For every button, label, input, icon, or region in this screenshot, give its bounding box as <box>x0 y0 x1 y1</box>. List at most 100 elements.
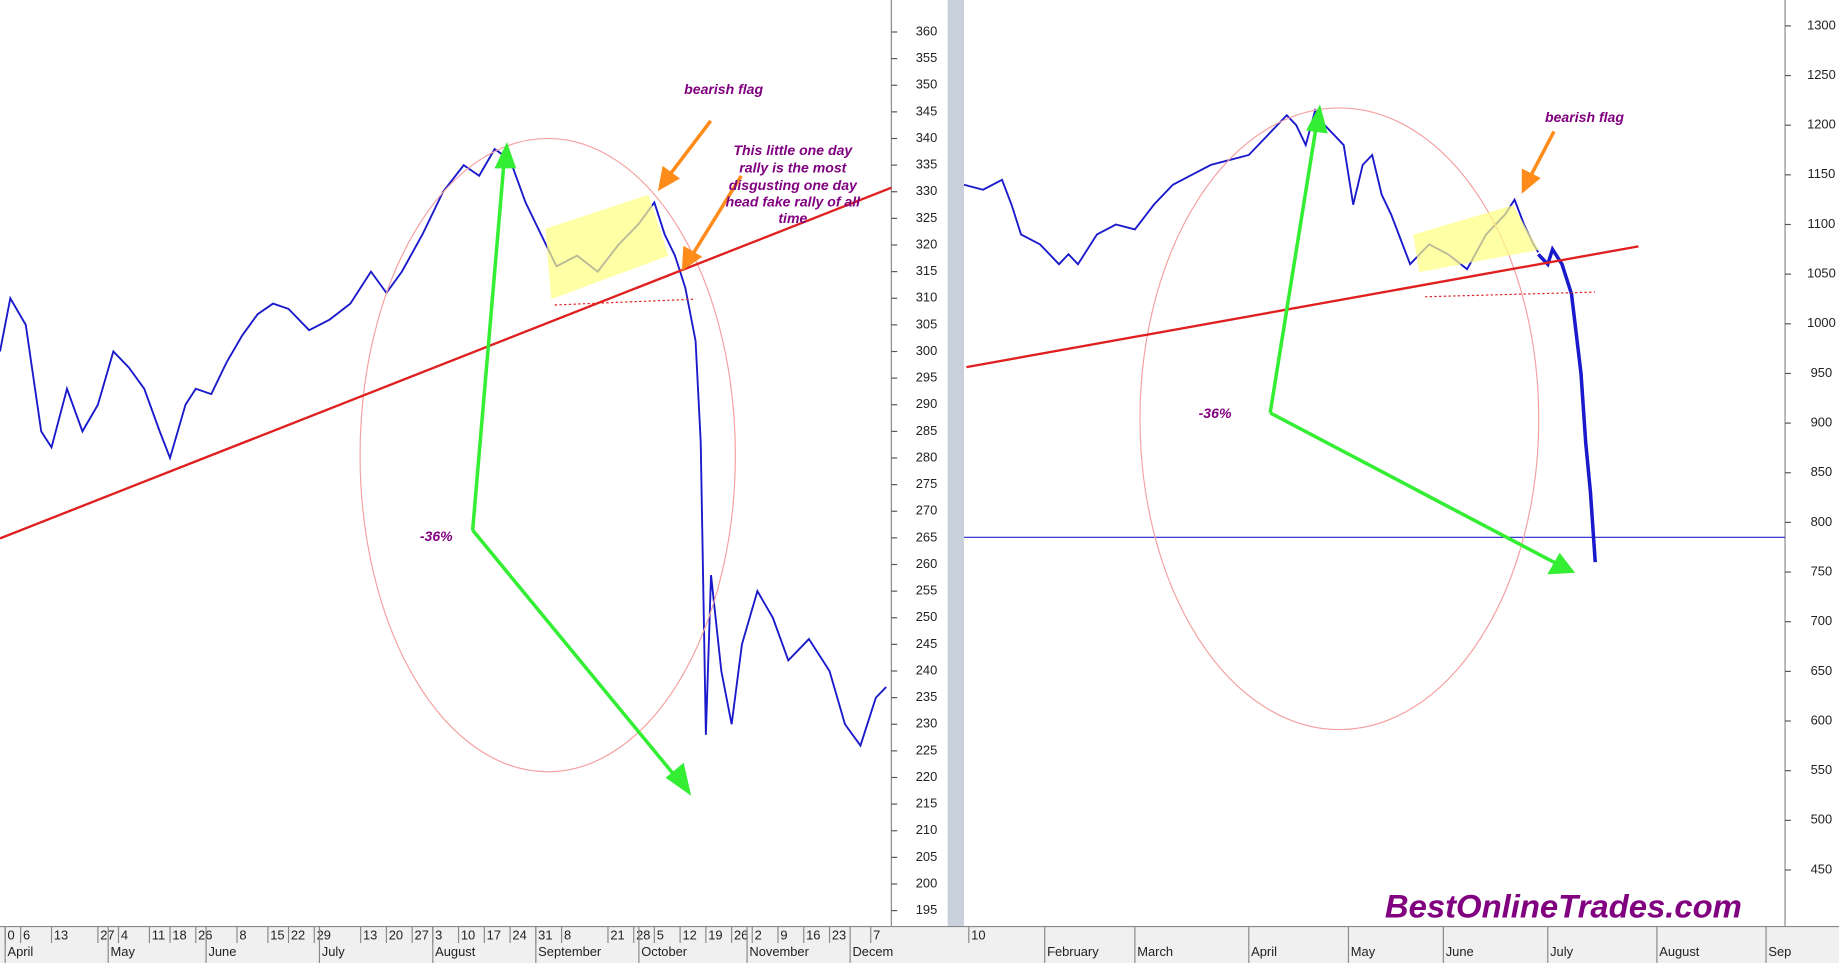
y-tick-label: 325 <box>916 210 938 225</box>
arrows <box>470 142 692 796</box>
x-tick-label: 12 <box>682 927 696 942</box>
watermark: BestOnlineTrades.com <box>1385 888 1742 925</box>
y-tick-label: 220 <box>916 769 938 784</box>
y-tick-label: 1050 <box>1807 266 1836 281</box>
x-tick-label: 27 <box>415 927 429 942</box>
month-label: July <box>1550 944 1573 959</box>
month-label: August <box>435 944 476 959</box>
x-tick-label: 27 <box>100 927 114 942</box>
annotation: -36% <box>1199 405 1232 421</box>
y-tick-label: 215 <box>916 796 938 811</box>
arrow <box>688 175 743 261</box>
y-tick-label: 600 <box>1811 712 1833 727</box>
trend-line <box>0 186 892 540</box>
annotation: This little one day <box>733 142 853 158</box>
y-tick-label: 225 <box>916 742 938 757</box>
month-label: October <box>641 944 688 959</box>
y-tick-label: 340 <box>916 130 938 145</box>
y-tick-label: 360 <box>916 23 938 38</box>
arrow-head <box>665 762 692 796</box>
ellipse <box>359 137 736 773</box>
x-tick-label: 18 <box>172 927 186 942</box>
y-tick-label: 500 <box>1811 812 1833 827</box>
x-tick-label: 8 <box>564 927 571 942</box>
y-tick-label: 290 <box>916 396 938 411</box>
x-tick-label: 16 <box>806 927 820 942</box>
arrow-head <box>494 142 517 169</box>
y-tick-label: 1250 <box>1807 67 1836 82</box>
y-tick-label: 335 <box>916 157 938 172</box>
right-annotations <box>966 104 1639 731</box>
arrow-head <box>1547 552 1576 575</box>
x-tick-label: 29 <box>317 927 331 942</box>
arrow <box>470 158 507 531</box>
x-tick-label: 13 <box>363 927 377 942</box>
y-tick-label: 280 <box>916 449 938 464</box>
month-label: March <box>1137 944 1173 959</box>
y-tick-label: 200 <box>916 875 938 890</box>
month-label: February <box>1047 944 1099 959</box>
x-tick-label: 3 <box>435 927 442 942</box>
y-tick-label: 1300 <box>1807 17 1836 32</box>
arrows <box>1268 104 1576 575</box>
month-label: May <box>1351 944 1376 959</box>
month-label: August <box>1659 944 1700 959</box>
y-tick-label: 245 <box>916 636 938 651</box>
y-tick-label: 550 <box>1811 762 1833 777</box>
x-tick-label: 10 <box>461 927 475 942</box>
x-tick-label: 22 <box>291 927 305 942</box>
x-tick-label: 0 <box>7 927 14 942</box>
price-line <box>1537 245 1597 563</box>
y-tick-label: 315 <box>916 263 938 278</box>
x-tick-label: 19 <box>708 927 722 942</box>
y-tick-label: 265 <box>916 529 938 544</box>
left-annotations <box>0 119 892 796</box>
month-label: November <box>749 944 809 959</box>
y-tick-label: 800 <box>1811 514 1833 529</box>
y-tick-label: 305 <box>916 316 938 331</box>
month-label: September <box>538 944 602 959</box>
arrow <box>1268 120 1319 414</box>
y-tick-label: 750 <box>1811 563 1833 578</box>
month-label: Decem <box>852 944 893 959</box>
y-tick-label: 260 <box>916 556 938 571</box>
price-line <box>0 147 887 748</box>
x-tick-label: 15 <box>270 927 284 942</box>
annotation: -36% <box>420 528 453 544</box>
x-axis-strip <box>0 926 1839 963</box>
x-tick-label: 4 <box>121 927 128 942</box>
annotation: rally is the most <box>739 160 847 176</box>
x-tick-label: 11 <box>152 927 165 942</box>
month-label: June <box>1446 944 1474 959</box>
y-tick-label: 320 <box>916 236 938 251</box>
x-tick-label: 6 <box>23 927 30 942</box>
x-tick-label: 7 <box>873 927 880 942</box>
x-tick-label: 17 <box>487 927 501 942</box>
y-tick-label: 1200 <box>1807 117 1836 132</box>
month-label: Sep <box>1768 944 1791 959</box>
y-tick-label: 285 <box>916 423 938 438</box>
x-tick-label: 26 <box>198 927 212 942</box>
annotation: time <box>778 210 807 226</box>
y-tick-label: 310 <box>916 290 938 305</box>
ellipse <box>1139 107 1540 731</box>
y-tick-label: 235 <box>916 689 938 704</box>
y-tick-label: 330 <box>916 183 938 198</box>
arrow <box>664 119 713 181</box>
arrows <box>1521 130 1556 194</box>
y-tick-label: 255 <box>916 583 938 598</box>
y-tick-label: 900 <box>1811 415 1833 430</box>
annotation: bearish flag <box>684 81 763 97</box>
y-tick-label: 700 <box>1811 613 1833 628</box>
annotation: bearish flag <box>1545 109 1624 125</box>
y-tick-label: 850 <box>1811 464 1833 479</box>
y-tick-label: 1150 <box>1808 166 1836 181</box>
y-tick-label: 275 <box>916 476 938 491</box>
arrow-head <box>657 165 680 192</box>
y-tick-label: 450 <box>1811 861 1833 876</box>
x-tick-label: 8 <box>239 927 246 942</box>
x-tick-label: 23 <box>832 927 846 942</box>
arrow-head <box>1306 104 1328 134</box>
y-tick-label: 270 <box>916 503 938 518</box>
